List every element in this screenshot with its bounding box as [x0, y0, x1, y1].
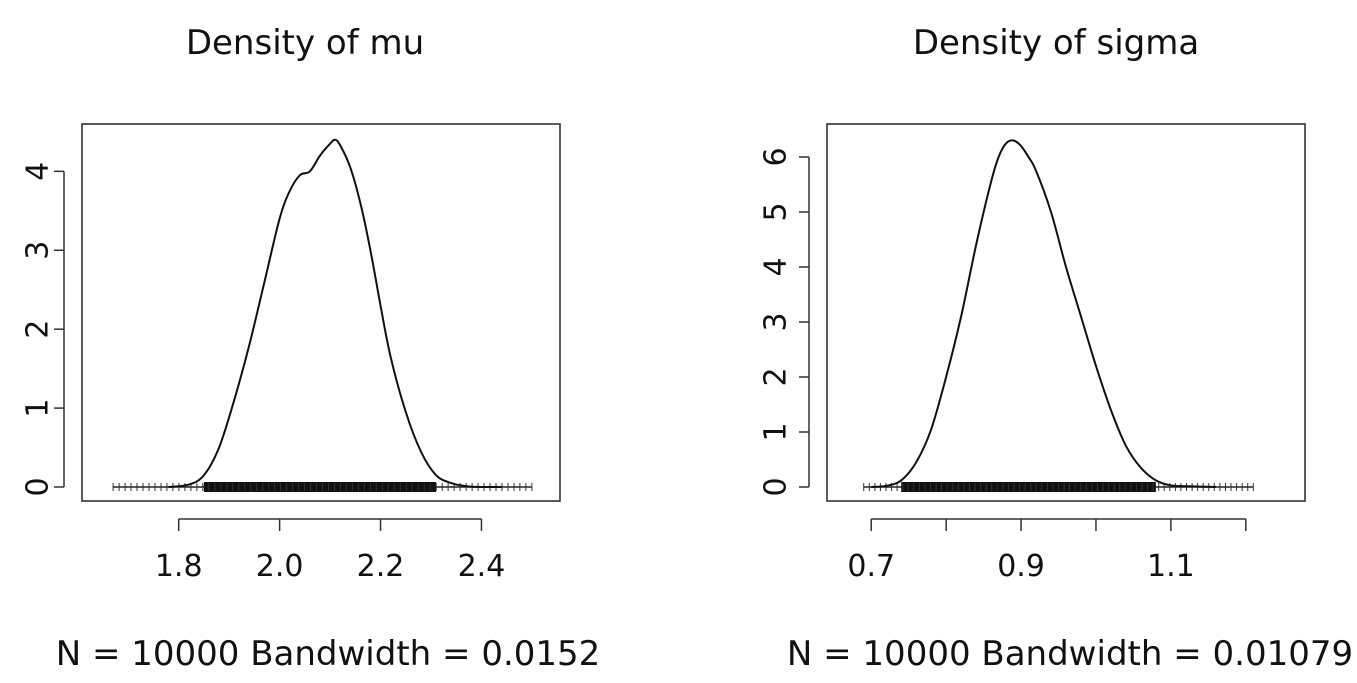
rug-dense-band — [901, 482, 1156, 492]
y-tick-label: 0 — [759, 477, 794, 496]
rug-dense-band — [203, 482, 437, 492]
density-mu-panel: Density of mu 1.8 2.0 2.2 2.4 0 1 2 3 4 N = 1000… — [21, 23, 601, 674]
y-tick-label: 1 — [21, 399, 56, 418]
plot-frame — [826, 123, 1306, 502]
x-tick-label: 2.0 — [256, 549, 304, 584]
axis-ticks: 0.7 0.9 1.1 0 1 2 3 4 5 6 — [759, 147, 1247, 584]
x-tick-label: 1.1 — [1147, 549, 1195, 584]
chart-title: Density of mu — [186, 23, 424, 63]
y-tick-label: 0 — [21, 477, 56, 496]
y-tick-label: 2 — [759, 367, 794, 386]
y-tick-label: 4 — [759, 257, 794, 276]
y-tick-label: 2 — [21, 320, 56, 339]
x-tick-label: 1.8 — [155, 549, 203, 584]
plot-frame — [81, 123, 561, 502]
x-axis-label: N = 10000 Bandwidth = 0.01079 — [787, 634, 1353, 674]
density-curve — [871, 139, 1216, 488]
y-tick-label: 4 — [21, 162, 56, 181]
chart-title: Density of sigma — [913, 23, 1199, 63]
y-tick-label: 3 — [759, 312, 794, 331]
y-tick-label: 1 — [759, 422, 794, 441]
y-tick-label: 5 — [759, 202, 794, 221]
x-tick-label: 2.2 — [357, 549, 405, 584]
x-axis-label: N = 10000 Bandwidth = 0.0152 — [56, 634, 601, 674]
x-tick-label: 0.7 — [847, 549, 895, 584]
density-sigma-panel: Density of sigma 0.7 0.9 1.1 0 1 2 3 4 5 6 N = 10… — [759, 23, 1354, 674]
y-tick-label: 6 — [759, 147, 794, 166]
axis-ticks: 1.8 2.0 2.2 2.4 0 1 2 3 4 — [21, 162, 506, 584]
y-tick-label: 3 — [21, 241, 56, 260]
x-tick-label: 2.4 — [458, 549, 506, 584]
density-curve — [168, 138, 502, 489]
x-tick-label: 0.9 — [997, 549, 1045, 584]
